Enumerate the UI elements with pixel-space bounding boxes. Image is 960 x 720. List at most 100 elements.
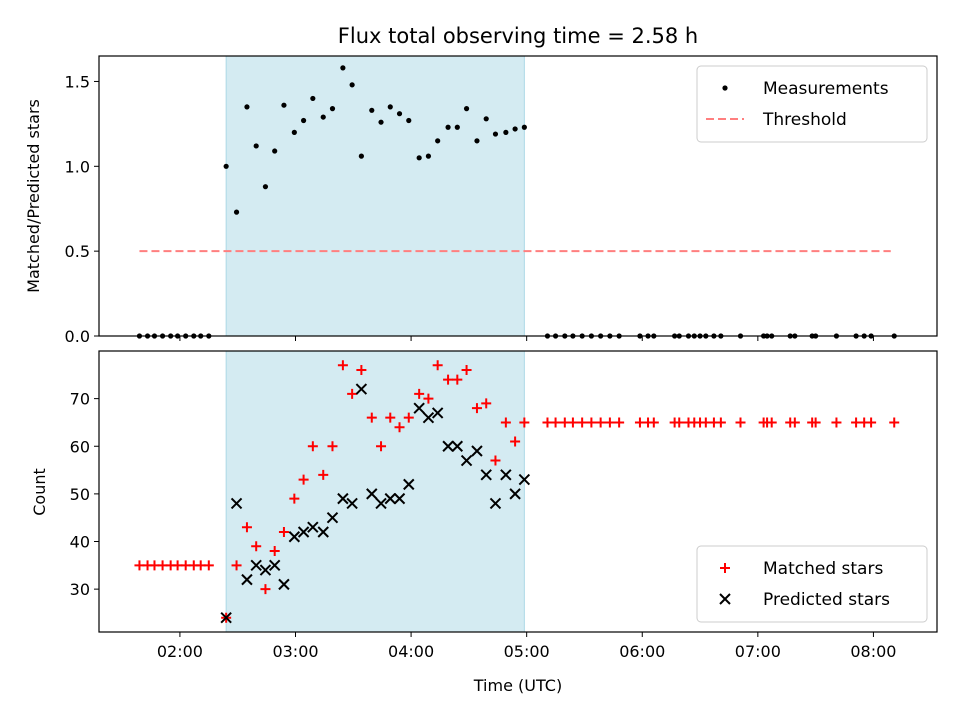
matched-stars-point (443, 374, 454, 385)
legend-measurements-swatch (722, 85, 728, 91)
matched-stars-point (337, 360, 348, 371)
matched-stars-point (471, 403, 482, 414)
top-y-axis-label: Matched/Predicted stars (24, 99, 43, 293)
top-axes-frame (98, 55, 938, 337)
predicted-stars-point (518, 473, 531, 486)
matched-stars-point (414, 388, 425, 399)
matched-stars-point (766, 417, 777, 428)
measurements-point (454, 124, 460, 130)
matched-stars-point (318, 469, 329, 480)
predicted-stars-point (451, 440, 464, 452)
measurements-point (474, 138, 480, 144)
predicted-stars-point (403, 478, 415, 491)
matched-stars-point (423, 393, 434, 404)
matched-stars-point (231, 560, 242, 571)
x-tick-label: 05:00 (504, 642, 550, 661)
measurements-point (483, 116, 489, 122)
measurements-point (445, 124, 451, 130)
measurements-point (233, 209, 240, 215)
matched-stars-point (577, 417, 588, 428)
y-tick-label: 1.5 (65, 72, 90, 91)
matched-stars-point (567, 417, 578, 428)
matched-stars-point (307, 441, 318, 452)
measurements-point (300, 117, 307, 124)
predicted-stars-point (509, 488, 521, 500)
predicted-stars-point (250, 559, 262, 572)
legend-predicted-stars-swatch (719, 593, 731, 605)
matched-stars-point (452, 374, 463, 385)
matched-stars-point (347, 388, 358, 399)
matched-stars-point (500, 417, 511, 428)
predicted-stars-point (471, 445, 483, 457)
predicted-stars-point (268, 559, 281, 572)
predicted-stars-point (230, 497, 243, 510)
predicted-stars-point (384, 492, 396, 505)
measurements-point (253, 143, 259, 149)
matched-stars-point (586, 417, 597, 428)
predicted-stars-point (337, 492, 349, 505)
legend-threshold-label: Threshold (762, 110, 847, 130)
predicted-stars-point (460, 454, 473, 467)
x-tick-label: 07:00 (735, 642, 781, 661)
measurements-point (358, 153, 364, 159)
bottom-axes-frame (98, 350, 938, 633)
legend-measurements-label: Measurements (763, 79, 889, 99)
predicted-stars-point (220, 612, 232, 624)
matched-stars-point (394, 422, 405, 433)
y-tick-label: 60 (70, 437, 90, 456)
matched-stars-point (550, 417, 561, 428)
legend-matched-stars-label: Matched stars (763, 559, 883, 579)
predicted-stars-point (393, 492, 406, 505)
measurements-point (329, 106, 336, 112)
x-axis-label: Time (UTC) (473, 676, 562, 695)
bottom-legend: Matched stars Predicted stars (696, 545, 928, 623)
matched-stars-point (614, 417, 625, 428)
matched-stars-point (595, 417, 606, 428)
observing-window-top (225, 55, 525, 337)
measurements-point (340, 65, 346, 71)
measurements-point (378, 119, 384, 125)
x-tick-label: 04:00 (388, 642, 434, 661)
predicted-stars-point (241, 573, 253, 586)
measurements-point (262, 184, 269, 190)
chart-title: Flux total observing time = 2.58 h (338, 24, 698, 48)
matched-stars-point (366, 412, 377, 423)
measurements-point (281, 102, 287, 108)
top-legend: Measurements Threshold (696, 65, 928, 143)
measurements-point (320, 114, 326, 120)
predicted-stars-point (317, 526, 329, 538)
matched-stars-point (481, 398, 492, 409)
matched-stars-point (289, 493, 300, 504)
measurements-point (223, 163, 229, 169)
legend-box (696, 545, 928, 623)
measurements-point (492, 131, 499, 137)
matched-stars-point (461, 365, 472, 376)
matched-stars-point (376, 441, 387, 452)
predicted-stars-point (297, 526, 310, 538)
matched-stars-point (385, 412, 396, 423)
measurements-point (463, 106, 470, 112)
measurements-point (435, 138, 441, 144)
predicted-stars-point (355, 383, 368, 395)
matched-stars-point (356, 365, 367, 376)
measurements-point (425, 153, 432, 159)
predicted-stars-point (366, 488, 378, 500)
top-panel: 0.0 0.5 1.0 1.5 Measurements Threshold (65, 55, 938, 346)
matched-stars-point (251, 541, 262, 552)
x-tick-label: 08:00 (850, 642, 896, 661)
measurements-point (310, 95, 316, 102)
predicted-stars-point (480, 469, 492, 481)
measurements-point (272, 148, 278, 154)
matched-stars-point (715, 417, 726, 428)
y-tick-label: 30 (70, 580, 90, 599)
matched-stars-point (735, 417, 746, 428)
matched-stars-point (810, 417, 821, 428)
matched-stars-point (269, 546, 280, 557)
predicted-stars-point (431, 407, 444, 419)
y-tick-label: 0.5 (65, 242, 90, 261)
measurements-point (387, 104, 393, 110)
matched-stars-point (674, 417, 685, 428)
measurements-point (244, 104, 250, 110)
bottom-panel: 30 40 50 60 70 02:00 03:00 04:00 05:00 06:00 07:00… (70, 350, 938, 661)
